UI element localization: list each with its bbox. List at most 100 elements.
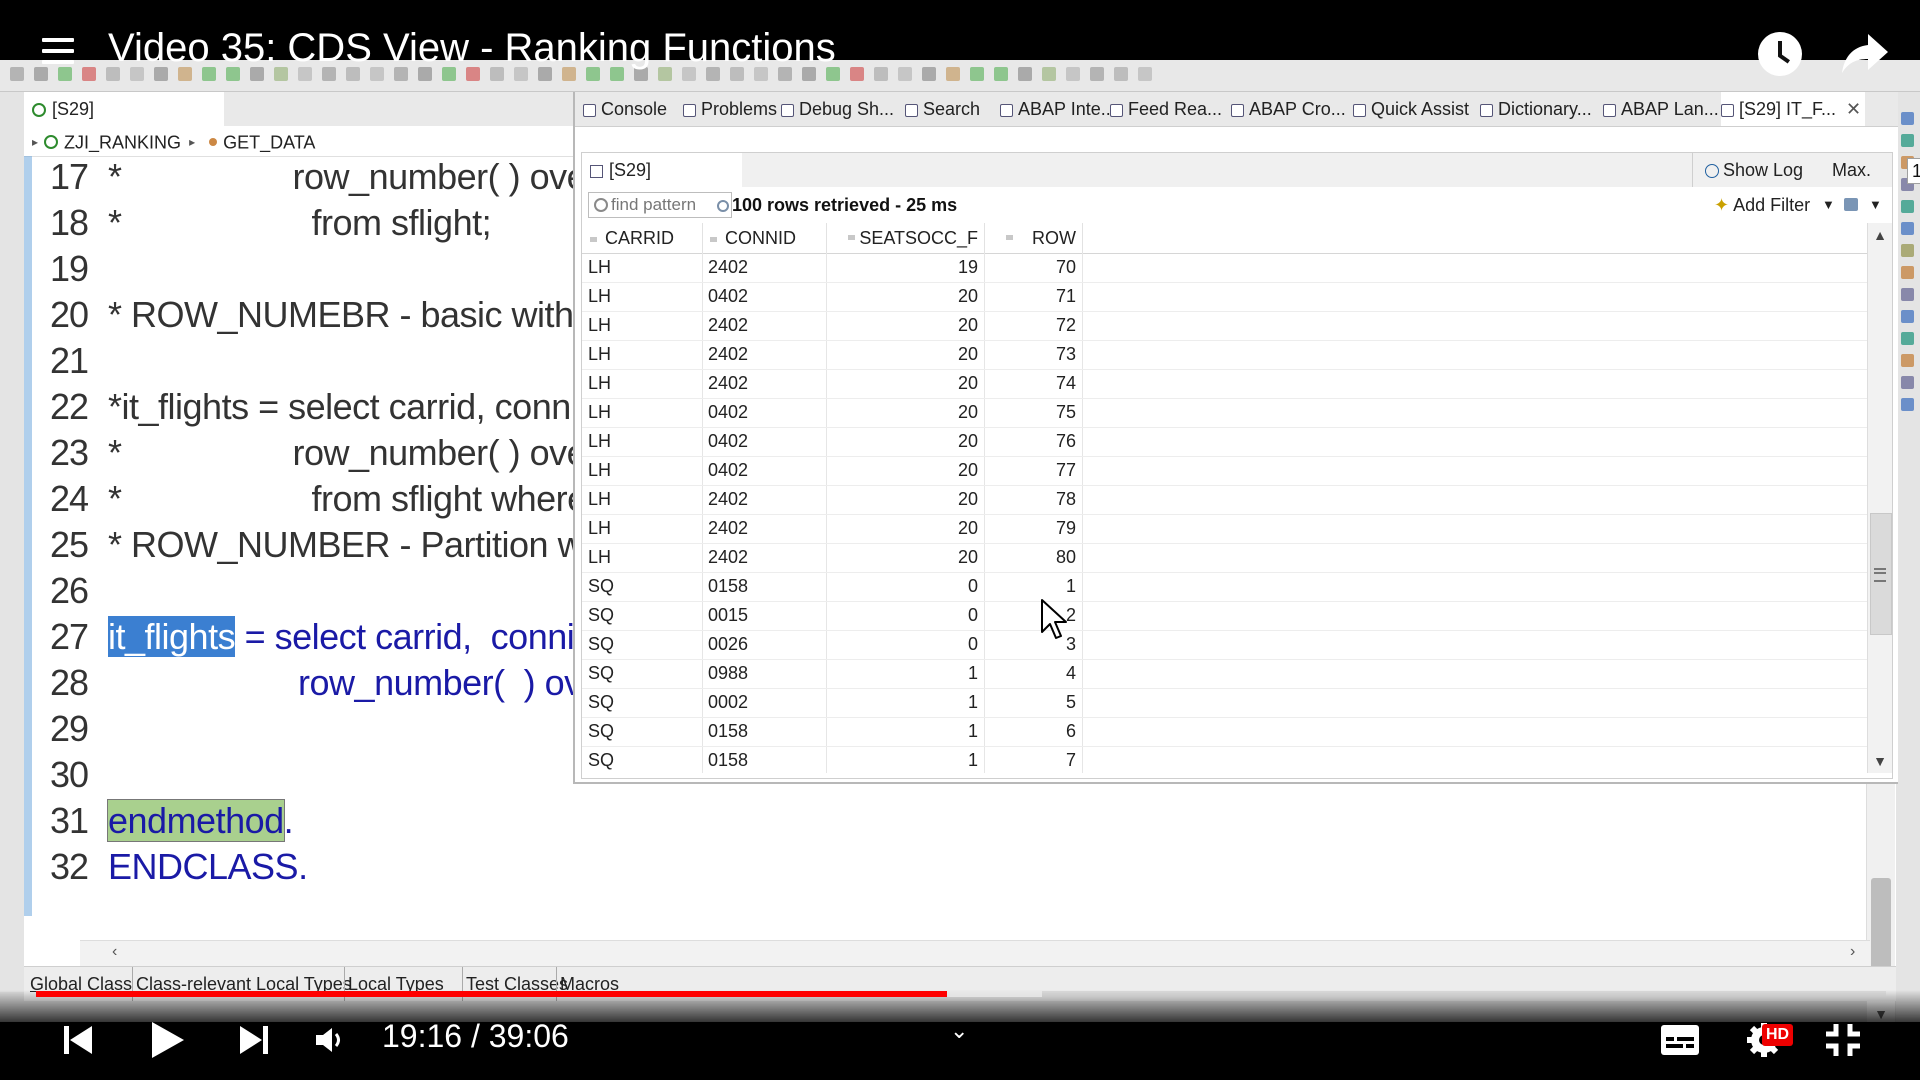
table-row[interactable]: LH 0402 20 71 <box>582 282 1867 312</box>
column-header[interactable]: SEATSOCC_F <box>826 223 985 253</box>
view-tab[interactable]: ABAP Cro... <box>1231 92 1346 126</box>
scroll-right-icon[interactable]: › <box>1850 943 1856 960</box>
toolbar-button-icon[interactable] <box>58 67 72 81</box>
code-line[interactable]: it_flights = select carrid, connid, s <box>108 616 640 658</box>
table-row[interactable]: LH 2402 20 74 <box>582 369 1867 399</box>
menu-icon[interactable] <box>42 38 74 64</box>
scroll-down-icon[interactable]: ▼ <box>1873 753 1887 769</box>
toolbar-button-icon[interactable] <box>514 67 528 81</box>
view-tab[interactable]: Console <box>583 92 667 126</box>
side-view-icon[interactable] <box>1901 200 1914 213</box>
bottom-tab[interactable]: Test Classes <box>462 967 570 1001</box>
watch-later-icon[interactable] <box>1758 32 1802 76</box>
toolbar-button-icon[interactable] <box>970 67 984 81</box>
toolbar-button-icon[interactable] <box>538 67 552 81</box>
chevron-right-icon[interactable]: ▸ <box>189 135 196 150</box>
toolbar-button-icon[interactable] <box>1018 67 1032 81</box>
toolbar-button-icon[interactable] <box>274 67 288 81</box>
toolbar-button-icon[interactable] <box>1138 67 1152 81</box>
variable-tab[interactable]: [S29] IT_FLIGHTS <box>582 153 743 214</box>
table-row[interactable]: SQ 0158 1 6 <box>582 717 1867 747</box>
table-row[interactable]: SQ 0988 1 4 <box>582 659 1867 689</box>
toolbar-button-icon[interactable] <box>1066 67 1080 81</box>
toolbar-button-icon[interactable] <box>82 67 96 81</box>
side-view-icon[interactable] <box>1901 376 1914 389</box>
toolbar-button-icon[interactable] <box>754 67 768 81</box>
breadcrumb-method[interactable]: GET_DATA <box>223 132 316 153</box>
code-line[interactable]: * row_number( ) over ( c <box>108 156 646 197</box>
view-tab[interactable]: ABAP Inte... <box>1000 92 1116 126</box>
show-log-button[interactable]: Show Log <box>1692 153 1803 187</box>
toolbar-button-icon[interactable] <box>490 67 504 81</box>
toolbar-button-icon[interactable] <box>202 67 216 81</box>
code-line[interactable]: * from sflight; <box>108 202 492 243</box>
toolbar-button-icon[interactable] <box>106 67 120 81</box>
video-title[interactable]: Video 35: CDS View - Ranking Functions <box>108 26 836 70</box>
toolbar-button-icon[interactable] <box>298 67 312 81</box>
toolbar-button-icon[interactable] <box>562 67 576 81</box>
code-line[interactable]: * from sflight where ca <box>108 478 634 519</box>
toolbar-button-icon[interactable] <box>946 67 960 81</box>
view-tab[interactable]: Quick Assist <box>1353 92 1469 126</box>
toolbar-button-icon[interactable] <box>706 67 720 81</box>
code-line[interactable]: *it_flights = select carrid, connid, <box>108 386 608 427</box>
find-pattern-input[interactable]: find pattern <box>588 192 732 218</box>
chevron-down-icon[interactable]: ▼ <box>1869 197 1882 212</box>
toolbar-button-icon[interactable] <box>658 67 672 81</box>
matched-keyword[interactable]: endmethod <box>107 799 285 842</box>
toolbar-button-icon[interactable] <box>34 67 48 81</box>
toolbar-button-icon[interactable] <box>250 67 264 81</box>
table-row[interactable]: LH 2402 19 70 <box>582 253 1867 283</box>
toolbar-button-icon[interactable] <box>226 67 240 81</box>
play-icon[interactable] <box>150 1020 186 1060</box>
view-tab[interactable]: [S29] IT_F... ✕ <box>1721 92 1866 126</box>
previous-icon[interactable] <box>62 1024 94 1056</box>
table-row[interactable]: SQ 0158 0 1 <box>582 572 1867 602</box>
toolbar-button-icon[interactable] <box>442 67 456 81</box>
view-tab[interactable]: ABAP Lan... <box>1603 92 1719 126</box>
view-tab[interactable]: Debug Sh... <box>781 92 894 126</box>
side-view-icon[interactable] <box>1901 288 1914 301</box>
toolbar-button-icon[interactable] <box>778 67 792 81</box>
toolbar-button-icon[interactable] <box>178 67 192 81</box>
bottom-tab[interactable]: Class-relevant Local Types <box>132 967 354 1001</box>
chevron-down-icon[interactable]: ▼ <box>1822 197 1835 212</box>
code-line[interactable]: * row_number( ) over ( c <box>108 432 646 473</box>
toolbar-button-icon[interactable] <box>850 67 864 81</box>
max-rows-input[interactable]: 100 <box>1907 158 1920 184</box>
scroll-thumb[interactable] <box>1871 878 1891 988</box>
table-row[interactable]: LH 0402 20 75 <box>582 398 1867 428</box>
toolbar-button-icon[interactable] <box>802 67 816 81</box>
view-tab[interactable]: Problems <box>683 92 777 126</box>
table-row[interactable]: SQ 0026 0 3 <box>582 630 1867 660</box>
scroll-up-icon[interactable]: ▲ <box>1873 227 1887 243</box>
table-row[interactable]: LH 0402 20 76 <box>582 427 1867 457</box>
editor-horizontal-scrollbar[interactable]: ‹ › <box>80 940 1870 967</box>
toolbar-button-icon[interactable] <box>130 67 144 81</box>
toolbar-button-icon[interactable] <box>994 67 1008 81</box>
editor-tab[interactable]: [S29] ZJI_RANKING✕ <box>24 92 225 153</box>
toolbar-button-icon[interactable] <box>1114 67 1128 81</box>
code-line[interactable]: * ROW_NUMBER - Partition with <box>108 524 620 565</box>
next-icon[interactable] <box>238 1024 270 1056</box>
toolbar-button-icon[interactable] <box>322 67 336 81</box>
toolbar-button-icon[interactable] <box>346 67 360 81</box>
toolbar-button-icon[interactable] <box>370 67 384 81</box>
bottom-tab[interactable]: Macros <box>556 967 621 1001</box>
close-icon[interactable]: ✕ <box>1846 99 1862 119</box>
code-line[interactable]: ENDCLASS. <box>108 846 308 887</box>
toolbar-button-icon[interactable] <box>874 67 888 81</box>
toolbar-button-icon[interactable] <box>826 67 840 81</box>
column-header[interactable]: ROW <box>984 223 1083 253</box>
scroll-thumb[interactable] <box>1870 513 1892 635</box>
toolbar-button-icon[interactable] <box>418 67 432 81</box>
side-view-icon[interactable] <box>1901 398 1914 411</box>
toolbar-button-icon[interactable] <box>610 67 624 81</box>
share-icon[interactable] <box>1840 30 1890 76</box>
toolbar-button-icon[interactable] <box>1090 67 1104 81</box>
data-grid[interactable]: CARRID CONNID SEATSOCC_F ROW LH 2402 19 70 LH 04… <box>582 223 1867 773</box>
column-header[interactable]: CARRID <box>582 223 703 253</box>
toolbar-button-icon[interactable] <box>586 67 600 81</box>
grid-vertical-scrollbar[interactable]: ▲ ▼ <box>1867 223 1892 773</box>
side-view-icon[interactable] <box>1901 134 1914 147</box>
